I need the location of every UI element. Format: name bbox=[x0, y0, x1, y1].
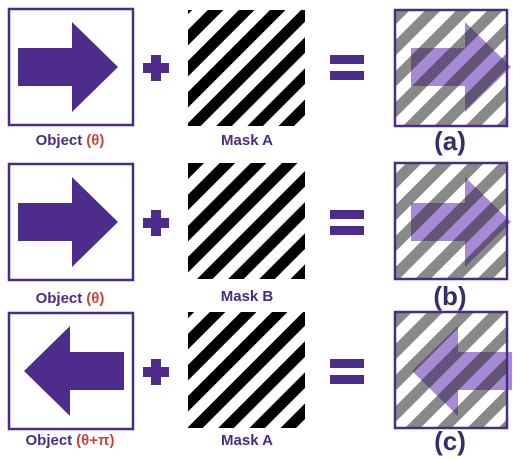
row: Object(θ) Mask B (b) bbox=[9, 163, 511, 311]
mask-label: Mask A bbox=[221, 432, 273, 449]
result-label: (b) bbox=[433, 281, 466, 311]
row: Object(θ+π) Mask A (c) bbox=[9, 312, 512, 456]
result-overlay bbox=[395, 163, 507, 279]
equals-sign bbox=[330, 359, 364, 384]
plus-sign bbox=[143, 55, 169, 81]
result-label: (c) bbox=[434, 426, 466, 456]
object-label: Object(θ) bbox=[36, 290, 105, 307]
object-label: Object(θ) bbox=[36, 132, 105, 149]
mask-label: Mask A bbox=[221, 132, 273, 149]
plus-sign bbox=[143, 210, 169, 236]
object-label: Object(θ+π) bbox=[25, 432, 114, 449]
mask bbox=[188, 312, 305, 428]
result-label: (a) bbox=[434, 126, 466, 156]
equals-sign bbox=[330, 210, 364, 235]
result-overlay bbox=[395, 312, 507, 428]
diagram: Object(θ) Mask A (a) Object(θ) Mask B (b… bbox=[0, 0, 513, 459]
mask bbox=[188, 10, 305, 126]
plus-sign bbox=[143, 359, 169, 385]
row: Object(θ) Mask A (a) bbox=[9, 9, 511, 156]
equals-sign bbox=[330, 55, 364, 80]
result-overlay bbox=[395, 10, 507, 126]
mask-label: Mask B bbox=[221, 288, 274, 305]
mask bbox=[188, 163, 305, 279]
